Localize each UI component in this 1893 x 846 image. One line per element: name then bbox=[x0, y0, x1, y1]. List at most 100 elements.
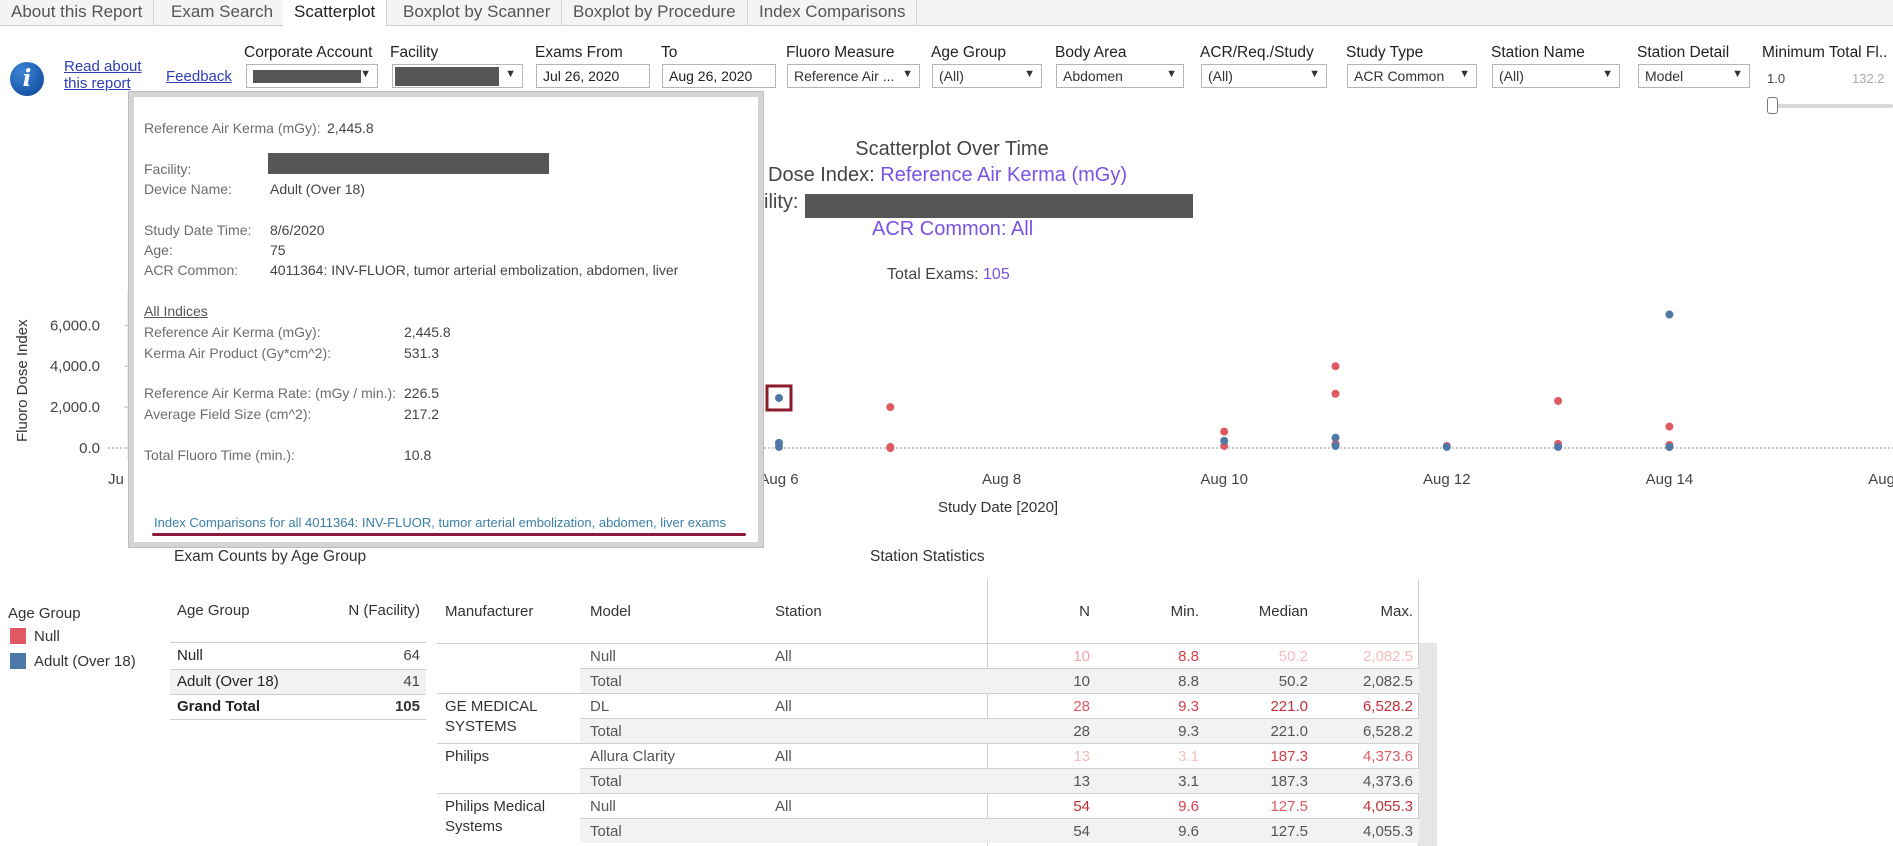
tooltip-index-comparisons-link[interactable]: Index Comparisons for all 4011364: INV-F… bbox=[154, 515, 727, 530]
x-tick-label: Aug 8 bbox=[982, 471, 1021, 488]
slider-handle[interactable] bbox=[1767, 97, 1778, 114]
slider-track[interactable] bbox=[1768, 104, 1893, 108]
col-n: N bbox=[1079, 603, 1090, 620]
x-tick-label: Aug 10 bbox=[1200, 471, 1248, 488]
point-adult bbox=[775, 442, 783, 451]
max-cell: 4,373.6 bbox=[1362, 748, 1413, 765]
chevron-down-icon: ▼ bbox=[505, 68, 516, 80]
chevron-down-icon: ▼ bbox=[1024, 68, 1035, 80]
tooltip-acr-value: 4011364: INV-FLUOR, tumor arterial embol… bbox=[270, 262, 679, 278]
facility-prefix: ility: bbox=[764, 191, 799, 213]
divider bbox=[580, 668, 1419, 669]
max-cell: 4,055.3 bbox=[1362, 823, 1413, 840]
max-cell: 4,055.3 bbox=[1362, 798, 1413, 815]
point-adult bbox=[1554, 442, 1563, 451]
point-null bbox=[1331, 389, 1340, 398]
tooltip-rak-label: Reference Air Kerma (mGy): bbox=[144, 324, 321, 340]
max-cell: 2,082.5 bbox=[1362, 673, 1413, 690]
tooltip-first-label: Reference Air Kerma (mGy): bbox=[144, 120, 321, 136]
chart-title: Scatterplot Over Time bbox=[855, 138, 1049, 160]
manufacturer-name: GE MEDICAL bbox=[445, 698, 538, 715]
station-detail-value: Model bbox=[1645, 68, 1684, 84]
min-cell: 9.6 bbox=[1178, 798, 1199, 815]
point-adult bbox=[1331, 433, 1340, 442]
point-adult bbox=[1665, 442, 1674, 451]
tab-index-comparisons[interactable]: Index Comparisons bbox=[748, 0, 918, 26]
model-cell: Total bbox=[590, 773, 622, 790]
divider bbox=[170, 642, 426, 643]
legend-label-null: Null bbox=[34, 628, 60, 645]
station-detail-select[interactable]: Model ▼ bbox=[1638, 64, 1750, 88]
chart-subtitle-dose-index: Dose Index: Reference Air Kerma (mGy) bbox=[768, 164, 1127, 187]
median-cell: 127.5 bbox=[1270, 823, 1308, 840]
age-group-select[interactable]: (All) ▼ bbox=[932, 64, 1042, 88]
divider bbox=[580, 768, 1419, 769]
info-icon[interactable]: i bbox=[10, 62, 44, 96]
x-tick-label: Aug 12 bbox=[1423, 471, 1471, 488]
min-total-fluoro-label: Minimum Total Fl.. bbox=[1762, 44, 1888, 61]
to-input[interactable]: Aug 26, 2020 bbox=[662, 64, 776, 88]
feedback-link[interactable]: Feedback bbox=[166, 68, 232, 85]
age-row-total-label: Grand Total bbox=[177, 698, 261, 715]
fluoro-measure-select[interactable]: Reference Air ... ▼ bbox=[787, 64, 920, 88]
exams-from-input[interactable]: Jul 26, 2020 bbox=[536, 64, 650, 88]
study-type-select[interactable]: ACR Common ▼ bbox=[1347, 64, 1477, 88]
legend-swatch-null bbox=[10, 628, 26, 644]
divider bbox=[580, 818, 1419, 819]
study-type-value: ACR Common bbox=[1354, 68, 1445, 84]
chevron-down-icon: ▼ bbox=[1166, 68, 1177, 80]
tooltip-rak-value: 2,445.8 bbox=[404, 324, 451, 340]
min-cell: 8.8 bbox=[1178, 673, 1199, 690]
point-adult bbox=[1331, 441, 1340, 450]
acr-req-study-value: (All) bbox=[1208, 68, 1233, 84]
divider bbox=[1418, 579, 1419, 846]
age-row-adult-n: 41 bbox=[403, 673, 420, 690]
tab-bar: About this Report Exam Search Scatterplo… bbox=[0, 0, 1893, 27]
tab-boxplot-by-scanner[interactable]: Boxplot by Scanner bbox=[392, 0, 563, 26]
median-cell: 187.3 bbox=[1270, 748, 1308, 765]
divider bbox=[437, 743, 1419, 744]
tab-boxplot-by-procedure[interactable]: Boxplot by Procedure bbox=[562, 0, 748, 26]
model-cell: Null bbox=[590, 648, 616, 665]
age-row-adult-label: Adult (Over 18) bbox=[177, 673, 279, 690]
read-about-line2[interactable]: this report bbox=[64, 75, 131, 92]
point-null bbox=[886, 403, 895, 412]
total-row-bg bbox=[580, 668, 1419, 693]
divider bbox=[437, 793, 1419, 794]
fluoro-measure-value: Reference Air ... bbox=[794, 68, 895, 84]
point-null bbox=[1554, 396, 1563, 405]
legend-swatch-adult bbox=[10, 653, 26, 669]
chevron-down-icon: ▼ bbox=[1309, 68, 1320, 80]
study-type-label: Study Type bbox=[1346, 44, 1424, 61]
chevron-down-icon: ▼ bbox=[360, 68, 371, 80]
link-underline bbox=[152, 533, 746, 536]
tab-about-this-report[interactable]: About this Report bbox=[0, 0, 155, 26]
tooltip-device-label: Device Name: bbox=[144, 181, 232, 197]
total-exams: Total Exams: 105 bbox=[887, 266, 1010, 284]
redacted-facility bbox=[268, 153, 549, 174]
body-area-select[interactable]: Abdomen ▼ bbox=[1056, 64, 1184, 88]
x-axis-label: Study Date [2020] bbox=[938, 499, 1059, 516]
acr-req-study-select[interactable]: (All) ▼ bbox=[1201, 64, 1327, 88]
divider bbox=[170, 694, 426, 695]
facility-select[interactable]: ▼ bbox=[392, 64, 523, 88]
selected-point-marker bbox=[765, 384, 793, 412]
age-group-label: Age Group bbox=[931, 44, 1006, 61]
median-cell: 50.2 bbox=[1278, 673, 1308, 690]
tab-scatterplot[interactable]: Scatterplot bbox=[283, 0, 388, 27]
manufacturer-name: Philips Medical bbox=[445, 798, 546, 815]
fluoro-measure-label: Fluoro Measure bbox=[786, 44, 895, 61]
read-about-line1[interactable]: Read about bbox=[64, 58, 142, 75]
max-cell: 4,373.6 bbox=[1362, 773, 1413, 790]
tooltip-age-value: 75 bbox=[270, 242, 286, 258]
manufacturer-name: Philips bbox=[445, 748, 490, 765]
n-cell: 28 bbox=[1073, 723, 1090, 740]
point-adult bbox=[1220, 436, 1229, 445]
scrollbar[interactable] bbox=[1419, 643, 1437, 846]
station-name-select[interactable]: (All) ▼ bbox=[1492, 64, 1620, 88]
dose-index-prefix: Dose Index: bbox=[768, 164, 881, 186]
corporate-account-select[interactable]: ▼ bbox=[246, 64, 378, 88]
tooltip-field-size-value: 217.2 bbox=[404, 406, 440, 422]
to-label: To bbox=[661, 44, 678, 61]
read-about-link[interactable]: Read about this report bbox=[64, 58, 142, 92]
